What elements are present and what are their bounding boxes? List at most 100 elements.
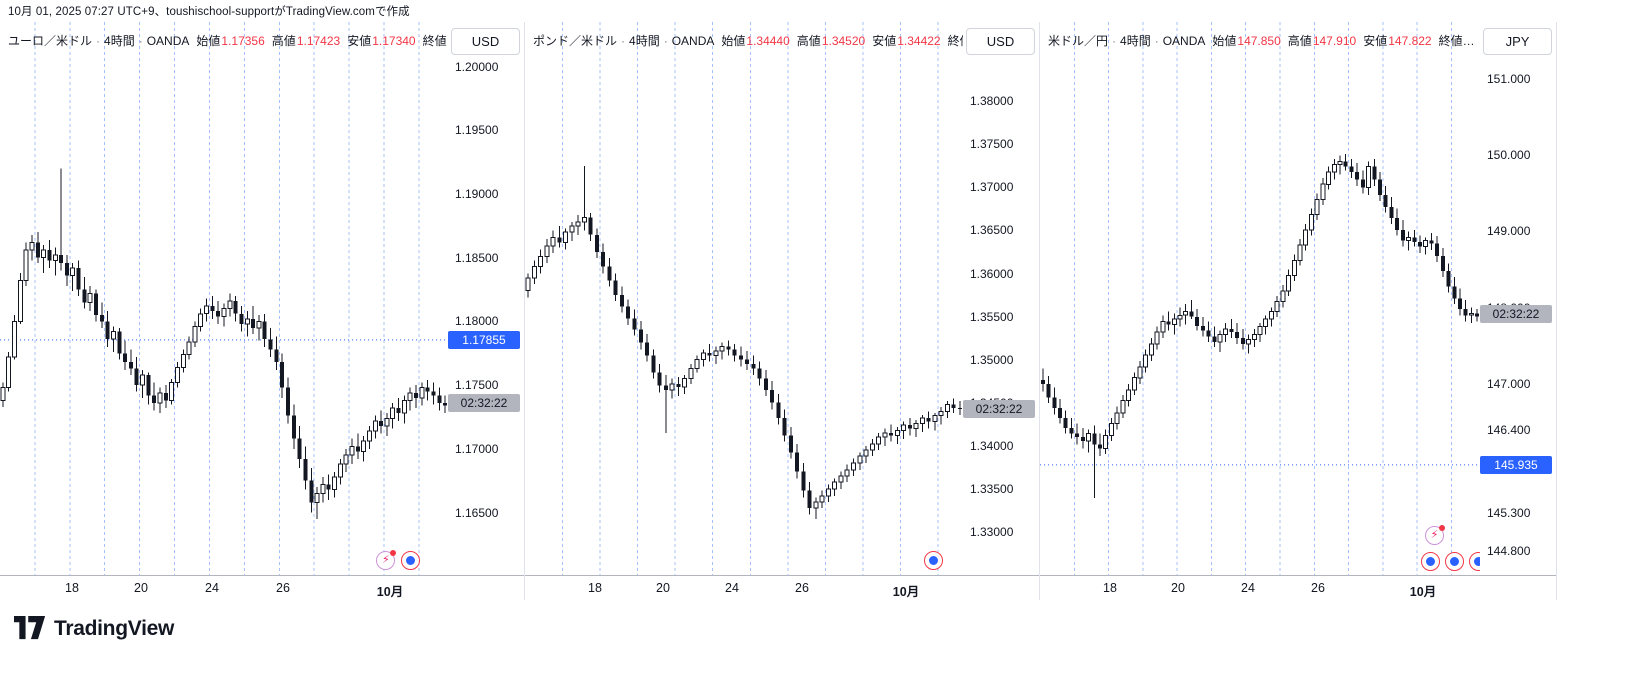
lightning-icon[interactable]: ⚡ <box>1425 525 1445 545</box>
price-tick: 149.000 <box>1487 224 1531 238</box>
price-axis[interactable]: USD 1.20000 1.19500 1.19000 1.18500 1.18000 1… <box>447 22 524 575</box>
low-value: 147.822 <box>1388 34 1432 48</box>
candlestick-chart-usdjpy[interactable] <box>1040 22 1480 575</box>
time-axis[interactable]: 18 20 24 26 10月 <box>0 575 524 600</box>
exchange-label[interactable]: OANDA <box>146 34 190 48</box>
us-event-icon[interactable] <box>923 551 943 570</box>
time-axis[interactable]: 18 20 24 26 10月 <box>1040 575 1556 600</box>
open-label: 始値 <box>721 34 746 48</box>
price-tick: 1.35000 <box>970 353 1014 367</box>
chart-area-gbpusd[interactable]: ポンド／米ドル · 4時間 · OANDA 始値1.34440 高値1.34520 安値1.3… <box>525 22 963 575</box>
event-icon-row <box>525 22 963 575</box>
time-axis-label: 26 <box>795 581 809 595</box>
price-tick: 1.35500 <box>970 310 1014 324</box>
high-label: 高値 <box>1287 34 1312 48</box>
open-value: 1.34440 <box>746 34 790 48</box>
chart-pane-usdjpy: 米ドル／円 · 4時間 · OANDA 始値147.850 高値147.910 安値147.8… <box>1040 22 1557 600</box>
bar-countdown-label: 02:32:22 <box>1480 305 1552 323</box>
price-tick: 1.34000 <box>970 439 1014 453</box>
attribution-text: 10月 01, 2025 07:27 UTC+9、toushischool-su… <box>8 6 410 18</box>
chart-pane-eurusd: ユーロ／米ドル · 4時間 · OANDA 始値1.17356 高値1.17423 安値1.1… <box>0 22 525 600</box>
time-axis-label: 26 <box>1311 581 1325 595</box>
time-axis-label: 20 <box>134 581 148 595</box>
time-axis-label: 26 <box>276 581 290 595</box>
time-axis-label: 20 <box>656 581 670 595</box>
low-value: 1.17340 <box>372 34 416 48</box>
time-axis-label: 18 <box>588 581 602 595</box>
price-tick: 1.19500 <box>455 123 499 137</box>
tradingview-logo-icon <box>14 616 46 640</box>
price-tick: 146.400 <box>1487 423 1531 437</box>
chart-pane-gbpusd: ポンド／米ドル · 4時間 · OANDA 始値1.34440 高値1.34520 安値1.3… <box>525 22 1040 600</box>
price-tick: 1.37000 <box>970 180 1014 194</box>
price-tick: 145.300 <box>1487 506 1531 520</box>
separator-dot: · <box>96 34 101 48</box>
time-axis-label: 24 <box>205 581 219 595</box>
exchange-label[interactable]: OANDA <box>1162 34 1206 48</box>
lightning-icon[interactable]: ⚡ <box>376 550 397 570</box>
currency-toggle[interactable]: JPY <box>1483 28 1552 55</box>
candlestick-chart-eurusd[interactable] <box>0 22 448 575</box>
price-tick: 1.17500 <box>455 378 499 392</box>
chart-legend: 米ドル／円 · 4時間 · OANDA 始値147.850 高値147.910 安値147.8… <box>1048 32 1475 49</box>
low-label: 安値 <box>1363 34 1388 48</box>
price-axis[interactable]: JPY 151.000150.000149.000148.000147.0001… <box>1479 22 1556 575</box>
price-tick: 1.37500 <box>970 137 1014 151</box>
price-tick: 1.20000 <box>455 60 499 74</box>
high-value: 1.34520 <box>821 34 866 48</box>
time-axis[interactable]: 18 20 24 26 10月 <box>525 575 1039 600</box>
low-label: 安値 <box>347 34 372 48</box>
us-event-icon[interactable] <box>1420 552 1440 571</box>
symbol-title[interactable]: 米ドル／円 <box>1048 34 1109 48</box>
time-axis-label: 18 <box>1103 581 1117 595</box>
price-line-label: 1.17855 <box>448 331 520 349</box>
us-event-icon[interactable] <box>1444 552 1464 571</box>
chart-legend: ユーロ／米ドル · 4時間 · OANDA 始値1.17356 高値1.17423 安値1.1… <box>8 32 448 49</box>
us-event-icon[interactable] <box>400 551 420 570</box>
chart-area-usdjpy[interactable]: 米ドル／円 · 4時間 · OANDA 始値147.850 高値147.910 安値147.8… <box>1040 22 1480 575</box>
charts-row: ユーロ／米ドル · 4時間 · OANDA 始値1.17356 高値1.17423 安値1.1… <box>0 22 1633 600</box>
right-margin <box>1557 22 1633 600</box>
open-value: 147.850 <box>1237 34 1281 48</box>
high-value: 147.910 <box>1312 34 1357 48</box>
price-tick: 1.36000 <box>970 267 1014 281</box>
bar-countdown-label: 02:32:22 <box>963 400 1035 418</box>
interval-label[interactable]: 4時間 <box>104 34 135 48</box>
price-tick: 147.000 <box>1487 377 1531 391</box>
exchange-label[interactable]: OANDA <box>671 34 715 48</box>
chart-area-eurusd[interactable]: ユーロ／米ドル · 4時間 · OANDA 始値1.17356 高値1.17423 安値1.1… <box>0 22 448 575</box>
time-axis-label: 24 <box>1241 581 1255 595</box>
close-label: 終値… <box>1438 34 1475 48</box>
symbol-title[interactable]: ポンド／米ドル <box>533 34 618 48</box>
time-axis-label: 10月 <box>892 585 920 599</box>
separator-dot: · <box>663 34 668 48</box>
close-label: 終値… <box>422 34 448 48</box>
time-axis-label: 20 <box>1171 581 1185 595</box>
brand-name: TradingView <box>54 616 175 640</box>
currency-toggle[interactable]: USD <box>451 28 520 55</box>
price-tick: 1.17000 <box>455 442 499 456</box>
price-tick: 150.000 <box>1487 148 1531 162</box>
event-icon-row: ⚡ <box>1040 22 1480 575</box>
price-tick: 1.18000 <box>455 314 499 328</box>
price-tick: 1.16500 <box>455 506 499 520</box>
separator-dot: · <box>1112 34 1117 48</box>
time-axis-label: 18 <box>65 581 79 595</box>
low-label: 安値 <box>872 34 897 48</box>
symbol-title[interactable]: ユーロ／米ドル <box>8 34 93 48</box>
interval-label[interactable]: 4時間 <box>1120 34 1151 48</box>
chart-legend: ポンド／米ドル · 4時間 · OANDA 始値1.34440 高値1.34520 安値1.3… <box>533 32 963 49</box>
currency-toggle[interactable]: USD <box>966 28 1035 55</box>
us-event-icon[interactable] <box>1469 552 1480 571</box>
price-line-label: 145.935 <box>1480 456 1552 474</box>
time-axis-label: 10月 <box>376 585 404 599</box>
tradingview-logo[interactable]: TradingView <box>14 616 174 641</box>
price-tick: 1.36500 <box>970 223 1014 237</box>
price-axis[interactable]: USD 1.38000 1.37500 1.37000 1.36500 1.36000 1… <box>962 22 1039 575</box>
price-tick: 151.000 <box>1487 72 1531 86</box>
high-label: 高値 <box>271 34 296 48</box>
candlestick-chart-gbpusd[interactable] <box>525 22 963 575</box>
bar-countdown-label: 02:32:22 <box>448 394 520 412</box>
interval-label[interactable]: 4時間 <box>629 34 660 48</box>
price-tick: 1.18500 <box>455 251 499 265</box>
